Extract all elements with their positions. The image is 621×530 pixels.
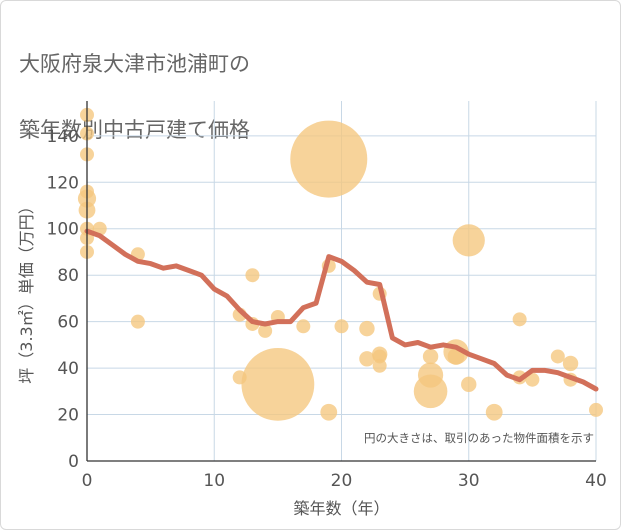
data-bubble <box>290 120 368 198</box>
chart-title-line-2: 築年数別中古戸建て価格 <box>19 118 250 142</box>
chart-title: 大阪府泉大津市池浦町の 築年数別中古戸建て価格 <box>19 15 579 180</box>
data-bubble <box>359 320 375 337</box>
x-tick-label: 10 <box>203 471 225 491</box>
data-bubble <box>372 358 387 373</box>
y-tick-label: 40 <box>57 359 79 379</box>
size-note: 円の大きさは、取引のあった物件面積を示す <box>364 431 594 445</box>
data-bubble <box>550 349 565 364</box>
x-tick-label: 20 <box>331 471 353 491</box>
data-bubble <box>512 312 527 327</box>
y-tick-label: 0 <box>68 452 79 472</box>
data-bubble <box>359 351 375 367</box>
data-bubble <box>413 374 448 409</box>
x-axis-title: 築年数（年） <box>293 499 389 518</box>
bubble-series <box>77 107 603 421</box>
trend-line-series <box>84 228 599 392</box>
data-bubble <box>334 319 349 334</box>
data-bubble <box>589 402 603 417</box>
data-bubble <box>258 323 273 338</box>
y-tick-label: 120 <box>47 173 79 193</box>
x-tick-label: 40 <box>585 471 607 491</box>
data-bubble <box>525 372 540 387</box>
y-tick-label: 60 <box>57 313 79 333</box>
data-bubble <box>320 403 338 421</box>
x-tick-label: 30 <box>458 471 480 491</box>
data-bubble <box>461 376 477 393</box>
data-bubble <box>485 403 503 421</box>
axes: 0 10 20 30 40 0 20 40 60 80 100 120 140 <box>47 101 607 491</box>
y-tick-label: 100 <box>47 220 79 240</box>
data-bubble <box>452 224 485 257</box>
data-bubble <box>130 314 145 329</box>
data-bubble <box>245 268 260 283</box>
y-axis-title: 坪（3.3㎡）単価（万円） <box>17 198 36 383</box>
data-bubble <box>296 319 311 334</box>
data-bubble <box>241 347 315 421</box>
y-tick-label: 80 <box>57 266 79 286</box>
y-tick-label: 20 <box>57 406 79 426</box>
data-bubble <box>422 348 439 365</box>
grid-lines <box>87 101 597 461</box>
data-bubble <box>562 355 579 372</box>
average-price-line <box>84 228 599 392</box>
x-tick-label: 0 <box>82 471 93 491</box>
chart-title-line-1: 大阪府泉大津市池浦町の <box>19 52 250 76</box>
y-tick-label: 140 <box>47 127 79 147</box>
